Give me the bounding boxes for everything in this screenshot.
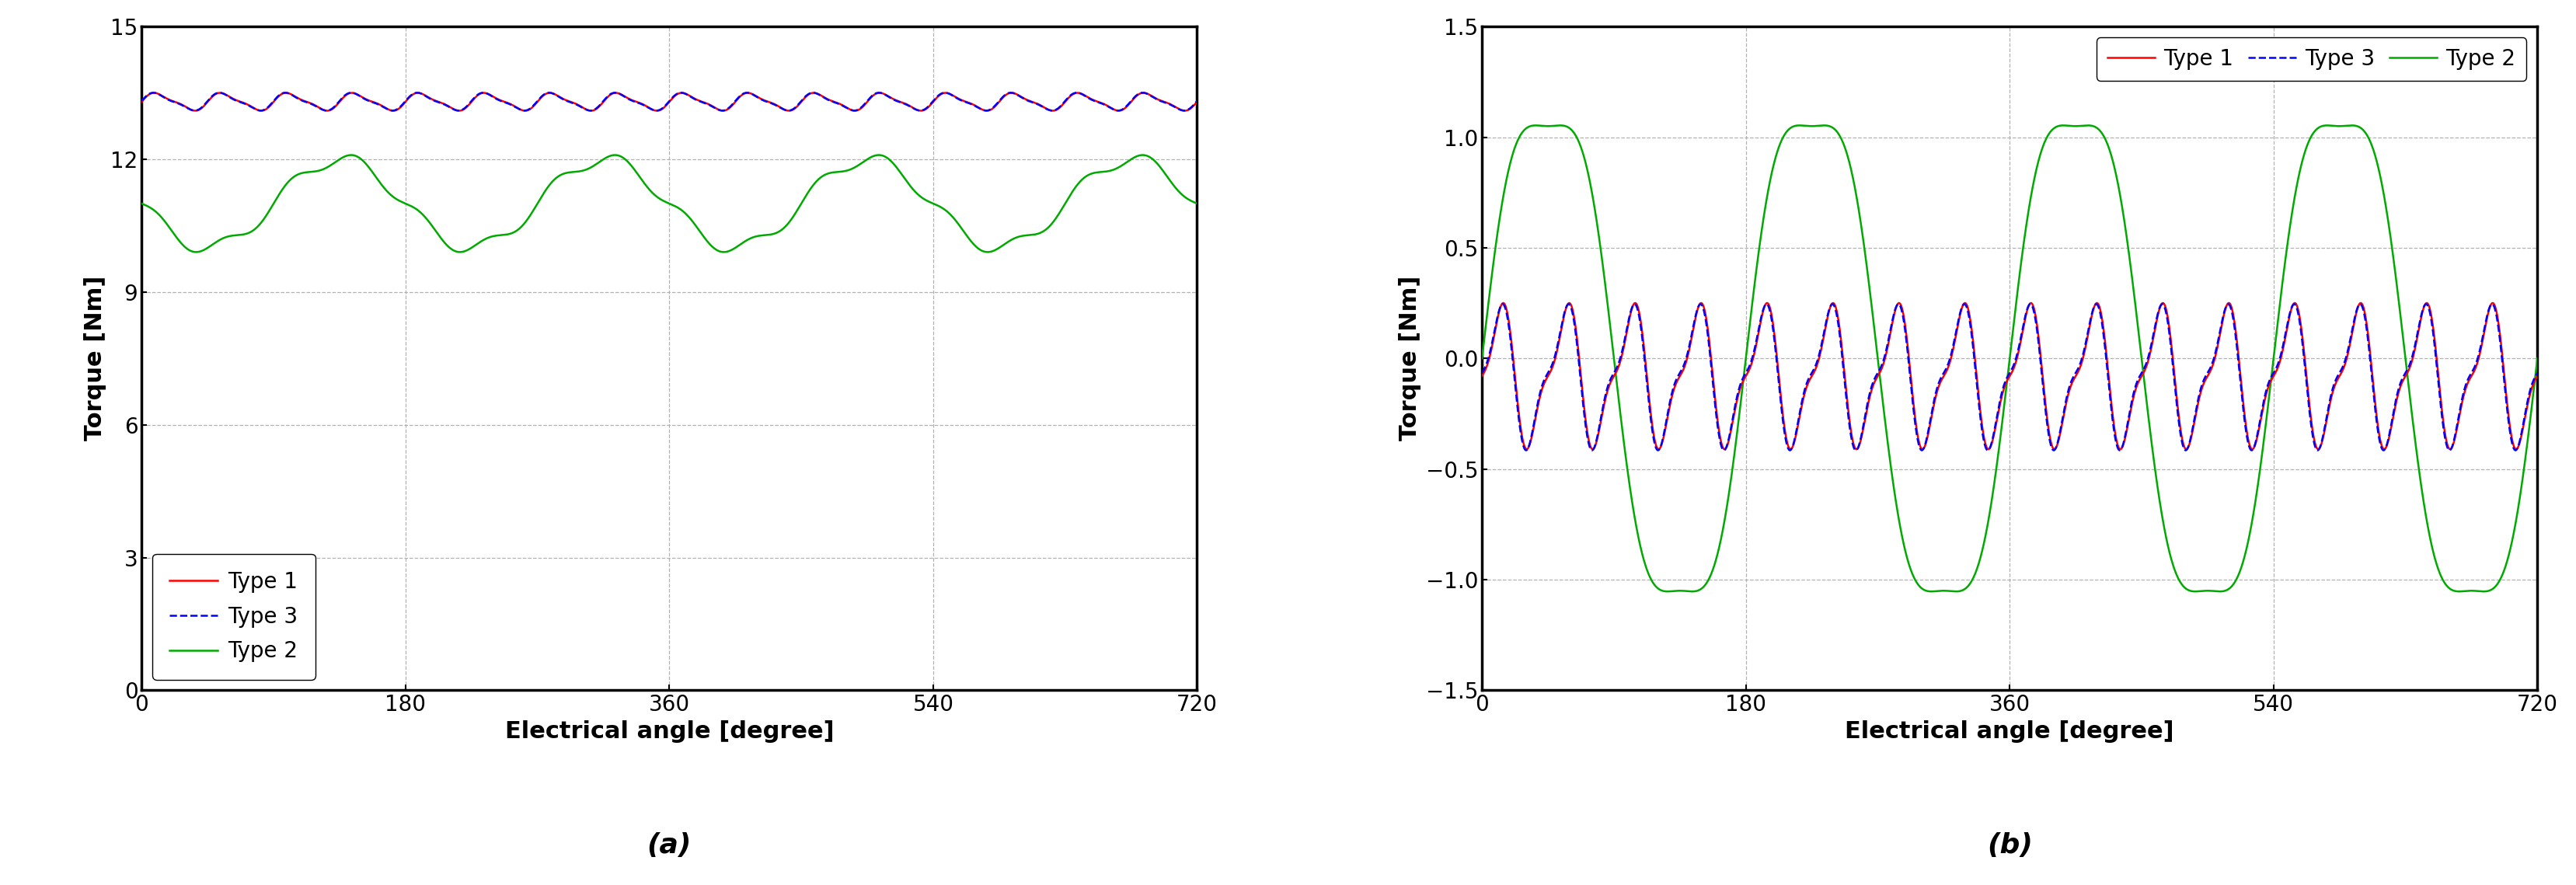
- Type 1: [2421, 363, 2452, 373]
- Type 1: [783, 100, 814, 111]
- Type 2: [1466, 353, 1497, 364]
- Type 1: [422, 96, 453, 106]
- Y-axis label: Torque [Nm]: Torque [Nm]: [1399, 276, 1422, 441]
- Type 1: [180, 105, 211, 116]
- Type 2: [2468, 586, 2499, 596]
- Type 2: [1762, 148, 1793, 158]
- Type 2: [600, 150, 631, 160]
- Type 3: [971, 105, 1002, 116]
- Type 2: [126, 198, 157, 209]
- Type 1: [1692, 327, 1723, 337]
- Type 2: [2421, 561, 2452, 572]
- Type 1: [1182, 96, 1213, 107]
- Type 3: [2123, 372, 2154, 382]
- Type 1: [2522, 372, 2553, 382]
- Type 3: [1906, 445, 1937, 456]
- Type 2: [765, 226, 796, 236]
- Type 2: [1692, 574, 1723, 585]
- Type 1: [2014, 297, 2045, 308]
- Line: Type 2: Type 2: [1481, 126, 2537, 591]
- Type 2: [353, 161, 384, 172]
- Type 2: [2522, 353, 2553, 364]
- Type 3: [126, 96, 157, 106]
- Y-axis label: Torque [Nm]: Torque [Nm]: [82, 276, 106, 441]
- Type 1: [1182, 96, 1213, 107]
- Type 2: [1182, 198, 1213, 209]
- Legend: Type 1, Type 3, Type 2: Type 1, Type 3, Type 2: [152, 554, 314, 680]
- Legend: Type 1, Type 3, Type 2: Type 1, Type 3, Type 2: [2097, 37, 2527, 81]
- Type 1: [1973, 444, 2004, 455]
- Type 1: [1762, 350, 1793, 360]
- Type 2: [708, 247, 739, 258]
- Text: (a): (a): [647, 832, 690, 858]
- Type 3: [420, 96, 451, 107]
- Type 1: [1082, 96, 1113, 107]
- X-axis label: Electrical angle [degree]: Electrical angle [degree]: [505, 720, 835, 743]
- Type 1: [2522, 371, 2553, 381]
- Line: Type 3: Type 3: [142, 93, 1198, 111]
- Type 3: [2522, 367, 2553, 378]
- Type 3: [1950, 299, 1981, 310]
- Type 2: [2105, 191, 2136, 202]
- Type 3: [1466, 367, 1497, 378]
- Type 3: [2522, 368, 2553, 379]
- Type 2: [1082, 167, 1113, 178]
- Line: Type 2: Type 2: [142, 155, 1198, 252]
- Type 1: [2123, 375, 2154, 386]
- Type 3: [353, 96, 384, 106]
- Text: (b): (b): [1986, 832, 2032, 858]
- Type 1: [353, 95, 384, 105]
- Line: Type 1: Type 1: [142, 93, 1198, 111]
- Type 3: [2421, 370, 2452, 381]
- Type 3: [1762, 357, 1793, 367]
- Type 3: [1692, 332, 1723, 342]
- Type 1: [2105, 444, 2136, 455]
- Type 3: [1182, 96, 1213, 106]
- Type 1: [765, 102, 796, 112]
- Type 3: [2105, 444, 2136, 455]
- Type 3: [765, 102, 796, 112]
- Type 1: [1466, 371, 1497, 381]
- Type 2: [1520, 120, 1551, 131]
- Type 3: [930, 88, 961, 98]
- Type 1: [126, 96, 157, 107]
- Type 3: [1082, 96, 1113, 107]
- Type 2: [2123, 329, 2154, 340]
- Type 2: [783, 203, 814, 213]
- X-axis label: Electrical angle [degree]: Electrical angle [degree]: [1844, 720, 2174, 743]
- Type 2: [420, 227, 451, 237]
- Line: Type 3: Type 3: [1481, 304, 2537, 450]
- Type 2: [2522, 356, 2553, 366]
- Type 3: [783, 99, 814, 110]
- Type 1: [1128, 88, 1159, 98]
- Line: Type 1: Type 1: [1481, 303, 2537, 450]
- Type 2: [1182, 198, 1213, 209]
- Type 3: [1182, 96, 1213, 106]
